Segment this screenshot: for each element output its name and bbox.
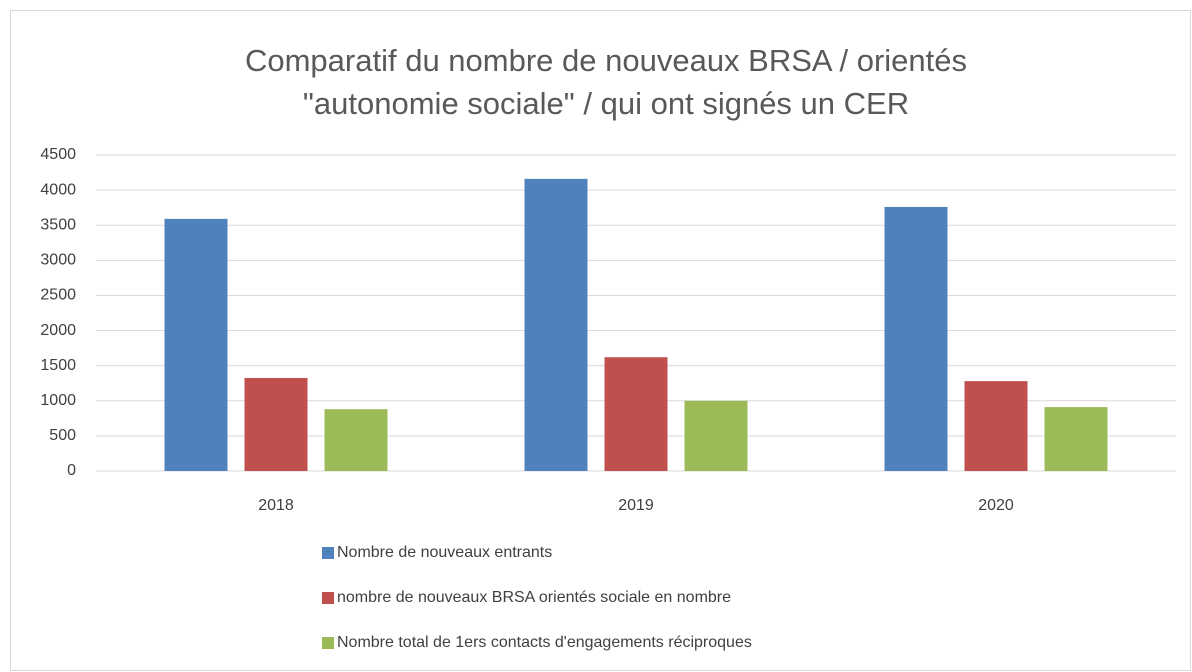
y-tick-label: 1500 xyxy=(40,357,76,374)
bar xyxy=(1044,407,1108,471)
y-tick-label: 2000 xyxy=(40,322,76,339)
y-tick-label: 0 xyxy=(67,462,76,479)
legend-label: nombre de nouveaux BRSA orientés sociale… xyxy=(337,589,731,606)
legend-label: Nombre de nouveaux entrants xyxy=(337,544,552,561)
bar xyxy=(604,357,668,471)
bar xyxy=(164,218,228,471)
bar xyxy=(324,409,388,471)
chart-title: "autonomie sociale" / qui ont signés un … xyxy=(303,86,909,121)
x-tick-label: 2019 xyxy=(618,497,654,514)
legend-swatch xyxy=(322,592,334,604)
bar xyxy=(524,178,588,471)
y-tick-label: 1000 xyxy=(40,392,76,409)
x-tick-label: 2018 xyxy=(258,497,294,514)
bar xyxy=(884,206,948,471)
chart-title: Comparatif du nombre de nouveaux BRSA / … xyxy=(245,43,967,78)
y-tick-label: 3500 xyxy=(40,216,76,233)
legend-label: Nombre total de 1ers contacts d'engageme… xyxy=(337,634,752,651)
x-tick-label: 2020 xyxy=(978,497,1014,514)
bar xyxy=(244,377,308,471)
legend-swatch xyxy=(322,637,334,649)
y-tick-label: 4500 xyxy=(40,146,76,163)
y-tick-label: 3000 xyxy=(40,252,76,269)
legend-swatch xyxy=(322,547,334,559)
y-tick-label: 4000 xyxy=(40,181,76,198)
bar xyxy=(964,381,1028,471)
y-tick-label: 500 xyxy=(49,427,76,444)
bar xyxy=(684,400,748,471)
y-tick-label: 2500 xyxy=(40,287,76,304)
